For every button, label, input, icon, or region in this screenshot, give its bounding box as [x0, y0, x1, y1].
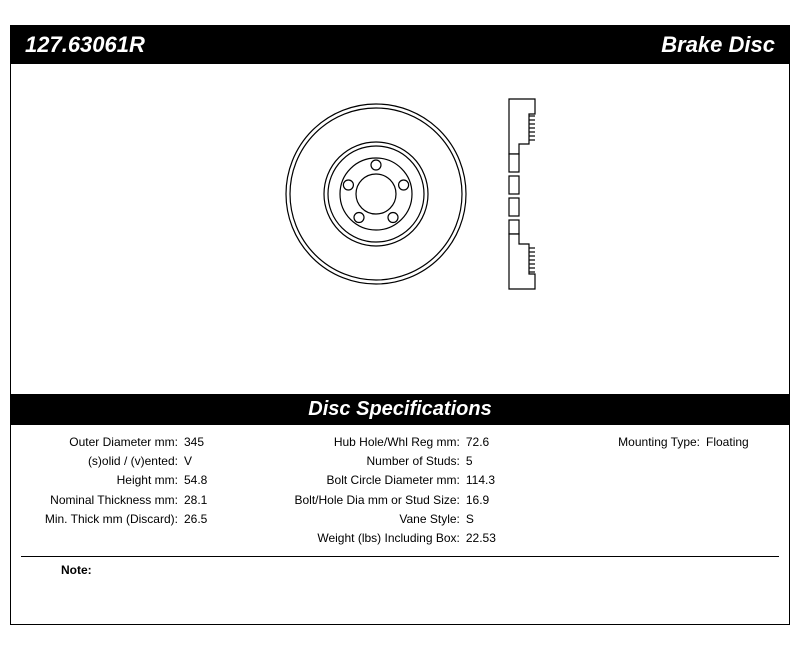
spec-label: Weight (lbs) Including Box: — [274, 529, 466, 548]
disc-side-view — [501, 94, 551, 294]
spec-row: Bolt/Hole Dia mm or Stud Size:16.9 — [274, 491, 573, 510]
spec-row: Bolt Circle Diameter mm:114.3 — [274, 471, 573, 490]
spec-value: 72.6 — [466, 433, 572, 452]
spec-value: 5 — [466, 452, 572, 471]
spec-label: Bolt/Hole Dia mm or Stud Size: — [274, 491, 466, 510]
spec-label: Nominal Thickness mm: — [21, 491, 184, 510]
spec-row: Min. Thick mm (Discard):26.5 — [21, 510, 274, 529]
header-bar: 127.63061R Brake Disc — [11, 26, 789, 64]
spec-value: 345 — [184, 433, 274, 452]
spec-label: Number of Studs: — [274, 452, 466, 471]
spec-row: Vane Style:S — [274, 510, 573, 529]
spec-value: 26.5 — [184, 510, 274, 529]
spec-row: Weight (lbs) Including Box:22.53 — [274, 529, 573, 548]
spec-row: Number of Studs:5 — [274, 452, 573, 471]
spec-value: V — [184, 452, 274, 471]
spec-section-title: Disc Specifications — [11, 394, 789, 425]
spec-column-1: Outer Diameter mm:345 (s)olid / (v)ented… — [21, 433, 274, 548]
spec-column-3: Mounting Type:Floating — [572, 433, 779, 548]
spec-label: Hub Hole/Whl Reg mm: — [274, 433, 466, 452]
spec-row: Nominal Thickness mm:28.1 — [21, 491, 274, 510]
spec-sheet: 127.63061R Brake Disc — [10, 25, 790, 625]
part-number: 127.63061R — [25, 32, 145, 58]
spec-label: Mounting Type: — [572, 433, 706, 452]
spec-table: Outer Diameter mm:345 (s)olid / (v)ented… — [11, 425, 789, 552]
spec-column-2: Hub Hole/Whl Reg mm:72.6 Number of Studs… — [274, 433, 573, 548]
spec-row: Mounting Type:Floating — [572, 433, 779, 452]
spec-row: (s)olid / (v)ented:V — [21, 452, 274, 471]
spec-label: Min. Thick mm (Discard): — [21, 510, 184, 529]
spec-value: 114.3 — [466, 471, 572, 490]
spec-label: (s)olid / (v)ented: — [21, 452, 184, 471]
spec-label: Outer Diameter mm: — [21, 433, 184, 452]
spec-value: 16.9 — [466, 491, 572, 510]
spec-row: Outer Diameter mm:345 — [21, 433, 274, 452]
note-row: Note: — [21, 556, 779, 577]
spec-value: 22.53 — [466, 529, 572, 548]
note-label: Note: — [21, 563, 92, 577]
spec-value: S — [466, 510, 572, 529]
product-type: Brake Disc — [661, 32, 775, 58]
spec-label: Bolt Circle Diameter mm: — [274, 471, 466, 490]
spec-row: Hub Hole/Whl Reg mm:72.6 — [274, 433, 573, 452]
diagram-area — [11, 64, 789, 394]
spec-label: Vane Style: — [274, 510, 466, 529]
spec-value: Floating — [706, 433, 779, 452]
spec-value: 28.1 — [184, 491, 274, 510]
spec-row: Height mm:54.8 — [21, 471, 274, 490]
spec-value: 54.8 — [184, 471, 274, 490]
disc-front-view — [281, 99, 471, 289]
spec-label: Height mm: — [21, 471, 184, 490]
